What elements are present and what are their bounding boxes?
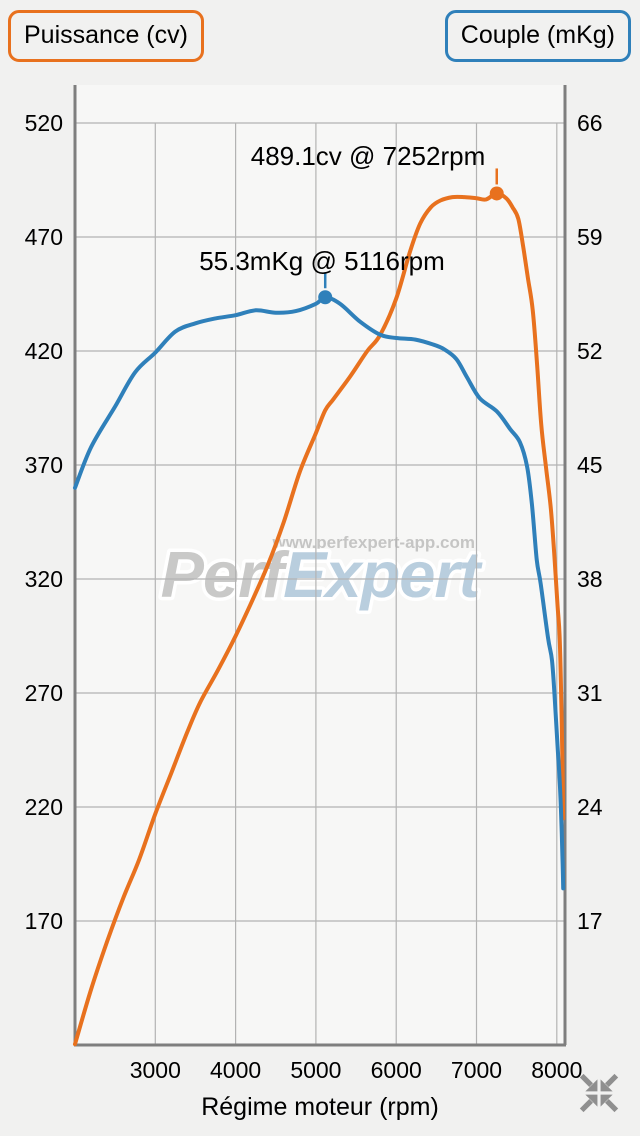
torque-axis-tick-labels: 66 59 52 45 38 31 24 17 [577, 110, 603, 934]
gridlines [75, 122, 565, 1045]
peak-markers [318, 168, 504, 305]
torque-tick-label: 24 [577, 794, 603, 820]
collapse-arrows-icon[interactable] [578, 1072, 620, 1114]
torque-curve [73, 295, 566, 891]
torque-tick-label: 59 [577, 224, 603, 250]
torque-tick-label: 45 [577, 452, 603, 478]
power-tick-label: 470 [25, 224, 63, 250]
torque-peak-annotation: 55.3mKg @ 5116rpm [199, 246, 445, 276]
torque_peak-marker-dot [318, 290, 333, 305]
power-peak-annotation: 489.1cv @ 7252rpm [251, 141, 486, 171]
collapse-arrow-stem [579, 1073, 593, 1087]
power-tick-label: 520 [25, 110, 63, 136]
collapse-arrow-stem [605, 1073, 619, 1087]
rpm-tick-label: 6000 [371, 1057, 422, 1083]
rpm-tick-label: 3000 [130, 1057, 181, 1083]
collapse-arrow [600, 1094, 619, 1113]
collapse-arrow [579, 1094, 598, 1113]
watermark-brand-gray: Perf [161, 538, 291, 611]
power-legend-button[interactable]: Puissance (cv) [8, 10, 204, 62]
watermark-brand: PerfExpert [161, 538, 483, 611]
power-axis-tick-labels: 520 470 420 370 320 270 220 170 [25, 110, 63, 934]
rpm-tick-label: 8000 [531, 1057, 582, 1083]
rpm-tick-label: 4000 [210, 1057, 261, 1083]
power-tick-label: 220 [25, 794, 63, 820]
watermark-brand-blue: Expert [283, 538, 483, 611]
torque-tick-label: 17 [577, 908, 603, 934]
watermark-url: www.perfexpert-app.com [272, 533, 475, 552]
plot-area[interactable] [75, 85, 565, 1045]
power-tick-label: 270 [25, 680, 63, 706]
power-tick-label: 170 [25, 908, 63, 934]
torque-tick-label: 31 [577, 680, 603, 706]
collapse-arrow-stem [579, 1099, 593, 1113]
rpm-tick-label: 7000 [451, 1057, 502, 1083]
collapse-arrow-stem [605, 1099, 619, 1113]
power-tick-label: 420 [25, 338, 63, 364]
power_peak-marker-dot [489, 186, 504, 201]
collapse-arrow [600, 1073, 619, 1092]
collapse-arrow [579, 1073, 598, 1092]
torque-legend-button[interactable]: Couple (mKg) [444, 10, 631, 62]
torque-tick-label: 52 [577, 338, 603, 364]
power-tick-label: 320 [25, 566, 63, 592]
rpm-axis-tick-labels: 3000 4000 5000 6000 7000 8000 [130, 1057, 583, 1083]
torque-tick-label: 66 [577, 110, 603, 136]
x-axis-title: Régime moteur (rpm) [201, 1093, 439, 1121]
power-tick-label: 370 [25, 452, 63, 478]
torque-tick-label: 38 [577, 566, 603, 592]
power-curve [73, 191, 566, 1047]
rpm-tick-label: 5000 [290, 1057, 341, 1083]
curves [73, 191, 566, 1047]
